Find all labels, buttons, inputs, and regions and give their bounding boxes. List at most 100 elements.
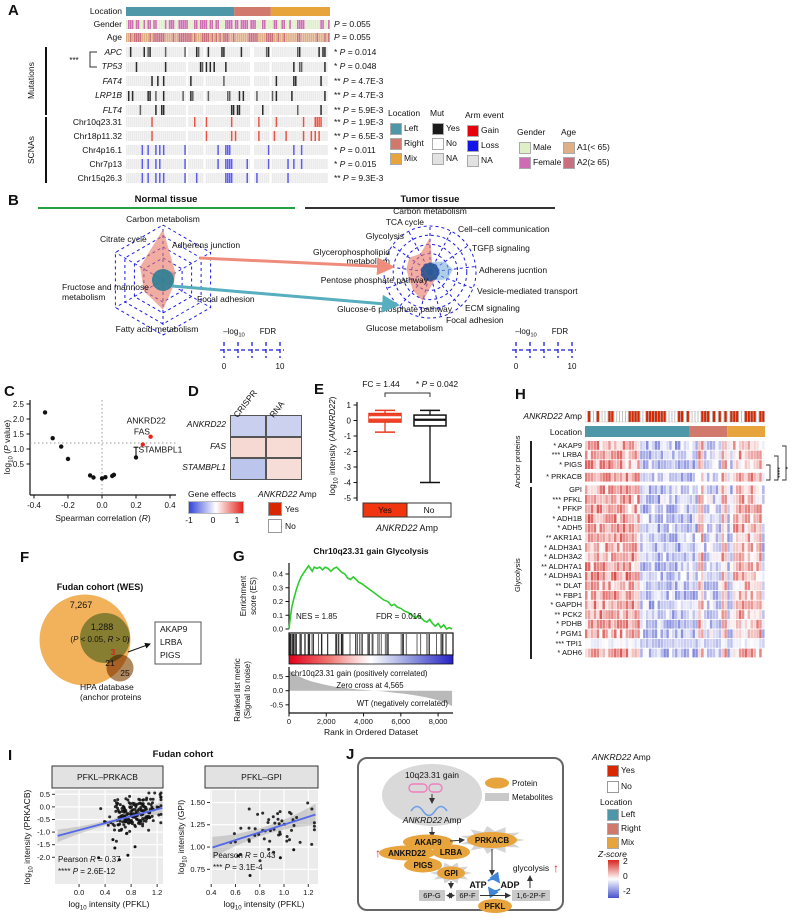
i-point bbox=[159, 795, 163, 799]
e-xcat-no bbox=[406, 502, 452, 518]
i-y-tick: -0.5 bbox=[37, 815, 50, 824]
c-ylabel: log10 (P value) bbox=[2, 420, 14, 475]
tumor-center-blob bbox=[421, 263, 439, 281]
arm-event-swatch-Loss bbox=[467, 140, 479, 152]
i-y-tick: 0.0 bbox=[40, 802, 50, 811]
h-row-label: * ADH1B bbox=[552, 513, 582, 523]
i-point bbox=[280, 819, 284, 823]
i-outlier-point bbox=[111, 838, 115, 842]
c-x-tick: -0.2 bbox=[61, 501, 75, 510]
i-point bbox=[247, 807, 251, 811]
normal-axis-label: metabolism bbox=[62, 292, 105, 302]
panel-f: Fudan cohort (WES) 7,267 1,288 (P < 0.05, R… bbox=[39, 582, 202, 702]
c-label-ankrd22: ANKRD22 bbox=[127, 416, 166, 426]
d-scale-tick: 1 bbox=[234, 515, 240, 525]
h-row-label: * PDHB bbox=[556, 619, 582, 629]
seg: intensity (PRKACB) bbox=[22, 790, 32, 867]
tumor-axis-label: Glucose metabolism bbox=[366, 323, 443, 333]
e-ylabel: log10 intensity (ANKRD22) bbox=[327, 396, 339, 495]
c-point bbox=[99, 476, 105, 481]
tumor-scale-fdr-label: FDR bbox=[552, 327, 569, 336]
i-x-tick: 1.0 bbox=[279, 888, 289, 897]
i-point bbox=[151, 819, 155, 823]
c-point-ankrd22 bbox=[148, 434, 153, 439]
normal-to-tumor-arrow-teal bbox=[171, 284, 400, 313]
up-arrow-ankrd22: ↑ bbox=[375, 846, 381, 860]
oncoprint-row-label: Chr18p11.32 bbox=[73, 130, 122, 141]
i-point bbox=[247, 838, 251, 842]
g-ylabel-es: score (ES) bbox=[249, 577, 258, 615]
f-green-caption: (P < 0.05, R > 0) bbox=[70, 635, 130, 644]
i-strip-0 bbox=[51, 765, 164, 789]
protein-ellipse-pfkl bbox=[478, 899, 512, 913]
i-point bbox=[114, 839, 118, 843]
panel-a-sig-bracket: *** bbox=[69, 51, 97, 68]
i-point bbox=[133, 825, 137, 828]
h-row-label: ** FBP1 bbox=[555, 590, 582, 600]
z-score-tick: 2 bbox=[623, 856, 628, 866]
oncoprint-row-label: Chr15q26.3 bbox=[77, 172, 122, 183]
i-point bbox=[267, 847, 271, 851]
i-point bbox=[247, 826, 251, 830]
seg: ) bbox=[327, 396, 337, 399]
g-ylabel-metric: Ranked list metric bbox=[233, 658, 242, 722]
location-item-label: Mix bbox=[404, 153, 418, 163]
oncoprint-row-label: Chr7p13 bbox=[89, 158, 122, 169]
h-row-label: ** AKR1A1 bbox=[545, 532, 582, 542]
seg: log bbox=[22, 873, 32, 885]
i-outlier-point bbox=[133, 845, 137, 849]
c-point-fas bbox=[140, 442, 145, 447]
i-point bbox=[123, 825, 127, 829]
h-row-label: * ADH6 bbox=[557, 648, 582, 658]
i-point bbox=[292, 824, 296, 827]
panel-label-j: J bbox=[346, 746, 355, 763]
i-x-tick: 0.6 bbox=[230, 888, 240, 897]
h-row-label: * ALDH9A1 bbox=[544, 571, 582, 581]
i-point bbox=[137, 801, 141, 805]
p-value-label: P = 0.055 bbox=[334, 19, 371, 29]
normal-axis-label: Citrate cycle bbox=[100, 234, 147, 244]
protein-label-ankrd22: ANKRD22 bbox=[388, 849, 426, 858]
seg: value) bbox=[2, 420, 12, 446]
panel-label-b: B bbox=[8, 192, 19, 209]
h-sig-brackets: ********* bbox=[766, 445, 792, 481]
i-x-tick: 1.2 bbox=[303, 888, 313, 897]
g-es-tick: 0.0 bbox=[273, 625, 283, 634]
seg: R bbox=[108, 635, 114, 644]
i-point bbox=[135, 817, 139, 821]
e-xlabel: ANKRD22 Amp bbox=[375, 523, 438, 533]
c-point bbox=[91, 475, 96, 480]
i-point bbox=[256, 812, 260, 816]
bracket-path bbox=[89, 51, 97, 68]
hj-amp-swatch-No bbox=[607, 781, 619, 793]
panel-label-c: C bbox=[4, 383, 15, 400]
g-neg-label: WT (negatively correlated) bbox=[357, 699, 449, 708]
mutation-strip-FAT4 bbox=[126, 76, 330, 86]
d-cell-FAS-RNA bbox=[266, 436, 302, 458]
i-point bbox=[266, 821, 270, 824]
d-cell-FAS-CRISPR bbox=[230, 436, 266, 458]
g-es-tick: 0.3 bbox=[273, 583, 283, 592]
g-zero-label: Zero cross at 4,565 bbox=[336, 681, 404, 690]
oncoprint-row-label: Chr4p16.1 bbox=[82, 144, 122, 155]
normal-axis-label: Fructose and mannose bbox=[62, 282, 149, 292]
i-strip-label-1: PFKL–GPI bbox=[241, 772, 282, 782]
mut-legend-title: Mut bbox=[430, 108, 445, 118]
z-score-tick: -2 bbox=[623, 886, 631, 896]
mut-swatch-NA bbox=[432, 153, 444, 165]
panel-label-i: I bbox=[8, 747, 13, 764]
tumor-red-polygon bbox=[406, 237, 437, 301]
i-point bbox=[141, 798, 145, 802]
f-gene-AKAP9: AKAP9 bbox=[160, 624, 188, 634]
protein-label-prkacb: PRKACB bbox=[475, 836, 509, 845]
i-point bbox=[147, 802, 151, 806]
j-legend-metabolite-swatch bbox=[485, 793, 509, 801]
age-track bbox=[126, 33, 330, 42]
i-point bbox=[273, 821, 277, 825]
i-point bbox=[153, 791, 157, 795]
sig-stars: *** bbox=[69, 56, 78, 65]
d-row-label-FAS: FAS bbox=[210, 440, 226, 451]
i-point bbox=[288, 838, 291, 842]
i-pvalue-0: **** P = 2.6E-12 bbox=[58, 867, 116, 876]
